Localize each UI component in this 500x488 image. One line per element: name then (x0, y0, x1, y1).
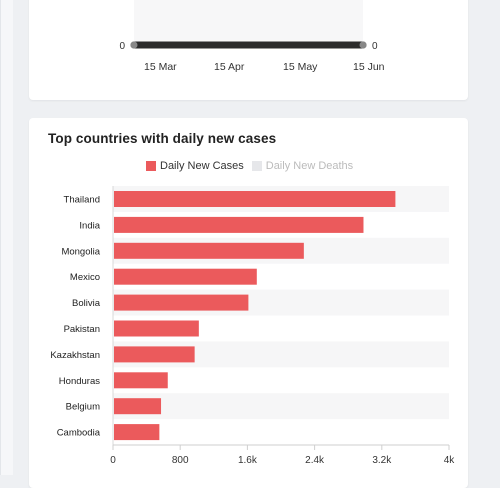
category-label: Cambodia (57, 428, 101, 439)
timeline-left-value: 0 (119, 41, 125, 52)
timeline-x-tick: 15 Mar (144, 61, 177, 73)
row-stripe (113, 393, 449, 420)
timeline-chart: 0 0 15 Mar 15 Apr 15 May 15 Jun (119, 0, 385, 73)
timeline-x-tick: 15 May (283, 61, 318, 73)
bar-mexico[interactable] (114, 268, 257, 285)
bar-chart: Thailand India Mongolia Mexico Bolivia Pakist… (50, 186, 456, 466)
legend-daily-new-deaths[interactable]: Daily New Deaths (251, 160, 354, 172)
bar-cambodia[interactable] (114, 424, 160, 441)
bar-thailand[interactable] (114, 191, 396, 207)
category-label: India (79, 220, 100, 231)
bar-mongolia[interactable] (114, 242, 304, 259)
category-label: Thailand (64, 194, 100, 205)
x-tick-label: 4k (444, 455, 456, 466)
timeline-x-tick: 15 Apr (214, 61, 245, 73)
bar-honduras[interactable] (114, 372, 168, 389)
category-label: Pakistan (64, 324, 100, 335)
legend-daily-new-cases[interactable]: Daily New Cases (146, 160, 244, 172)
bar-india[interactable] (114, 216, 364, 233)
category-label: Mongolia (61, 246, 100, 257)
category-label: Belgium (66, 402, 100, 413)
timeline-x-tick: 15 Jun (353, 61, 385, 73)
timeline-start-point (130, 41, 138, 49)
x-tick-label: 3.2k (372, 455, 392, 466)
category-label: Honduras (59, 376, 100, 387)
category-label: Kazakhstan (50, 350, 100, 361)
bar-pakistan[interactable] (114, 320, 199, 337)
right-scroll-strip (0, 0, 13, 475)
x-tick-label: 800 (172, 455, 189, 466)
legend-swatch-cases (146, 161, 156, 171)
x-tick-label: 0 (110, 455, 116, 466)
timeline-right-value: 0 (372, 41, 378, 52)
category-label: Bolivia (72, 298, 101, 309)
bar-belgium[interactable] (114, 398, 162, 415)
bar-kazakhstan[interactable] (114, 346, 195, 363)
x-tick-label: 1.6k (238, 455, 258, 466)
x-tick-label: 2.4k (305, 455, 325, 466)
bar-bolivia[interactable] (114, 294, 249, 311)
timeline-plot-area (134, 0, 363, 42)
top-chart-card: 0 0 15 Mar 15 Apr 15 May 15 Jun (29, 0, 468, 100)
legend-label-deaths: Daily New Deaths (265, 160, 354, 172)
category-label: Mexico (70, 272, 100, 283)
chart-legend: Daily New Cases Daily New Deaths (146, 160, 353, 172)
legend-label-cases: Daily New Cases (160, 160, 244, 172)
timeline-end-point (359, 41, 367, 49)
chart-title: Top countries with daily new cases (48, 131, 277, 146)
legend-swatch-deaths (251, 161, 262, 171)
